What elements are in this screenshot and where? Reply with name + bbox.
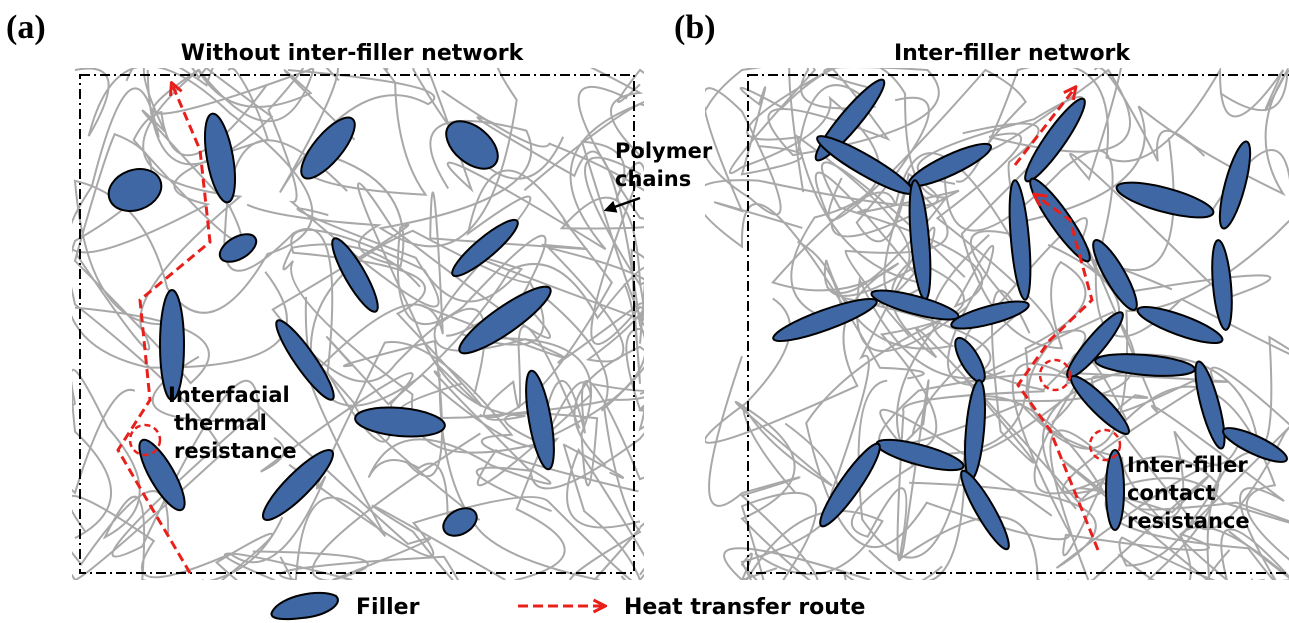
filler	[1114, 175, 1217, 224]
panel-label: (b)	[674, 9, 716, 46]
filler	[955, 467, 1016, 554]
annotation: resistance	[174, 439, 297, 463]
page: (a) Without inter-filler network (b) Int…	[0, 0, 1289, 623]
polymer-chain	[68, 42, 272, 252]
legend-text: Heat transfer route	[624, 595, 865, 620]
filler	[215, 228, 261, 267]
annotation: Interfacial	[168, 383, 290, 407]
legend-text: Filler	[356, 595, 420, 620]
panel-label: (a)	[6, 9, 46, 46]
annotation: Inter-filler	[1127, 453, 1248, 477]
polymer-chains	[37, 21, 702, 623]
filler	[1190, 359, 1231, 451]
polymer-chain	[705, 153, 1014, 443]
filler	[1106, 450, 1124, 530]
annotation: thermal	[174, 411, 267, 435]
panel-title: Inter-filler network	[894, 41, 1131, 66]
filler	[1134, 300, 1225, 350]
polymer-chain	[700, 61, 837, 228]
filler	[293, 110, 363, 186]
polymer-chain	[562, 87, 658, 344]
filler	[103, 162, 167, 218]
figure: (a) Without inter-filler network (b) Int…	[0, 0, 1289, 623]
annotation: resistance	[1127, 509, 1250, 533]
panel-title: Without inter-filler network	[181, 41, 525, 66]
filler	[438, 503, 481, 542]
filler	[452, 278, 557, 362]
contact-circle	[1090, 430, 1120, 460]
filler	[325, 234, 384, 317]
filler	[1006, 179, 1034, 300]
filler	[354, 404, 446, 440]
filler	[962, 379, 989, 480]
annotation: contact	[1127, 481, 1216, 505]
filler	[1065, 370, 1134, 439]
legend-filler-icon	[271, 593, 337, 619]
filler	[1209, 239, 1235, 330]
filler	[1214, 139, 1257, 231]
annotation: chains	[615, 167, 691, 191]
annotation: Polymer	[615, 139, 713, 163]
